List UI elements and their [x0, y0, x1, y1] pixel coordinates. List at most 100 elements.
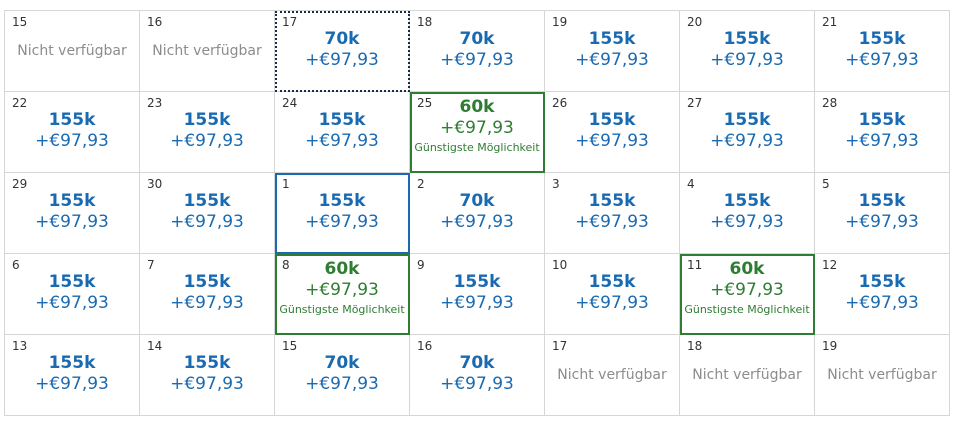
calendar-day-cell[interactable]: 18 70k +€97,93	[410, 11, 545, 92]
miles-amount: 155k	[183, 272, 231, 292]
tax-price: +€97,93	[170, 212, 244, 232]
calendar-day-cell[interactable]: 15 70k +€97,93	[275, 335, 410, 416]
calendar-day-cell[interactable]: 23 155k +€97,93	[140, 92, 275, 173]
calendar-day-cell[interactable]: 29 155k +€97,93	[5, 173, 140, 254]
tax-price: +€97,93	[35, 374, 109, 394]
day-number: 9	[417, 258, 425, 272]
fare-info: 155k +€97,93	[815, 272, 949, 314]
miles-amount: 155k	[588, 272, 636, 292]
miles-amount: 70k	[459, 353, 495, 373]
day-number: 8	[282, 258, 290, 272]
calendar-day-cell[interactable]: 14 155k +€97,93	[140, 335, 275, 416]
cheapest-option-label: Günstigste Möglichkeit	[414, 141, 540, 154]
calendar-day-cell[interactable]: 21 155k +€97,93	[815, 11, 950, 92]
day-number: 18	[417, 15, 433, 29]
miles-amount: 60k	[459, 97, 495, 117]
tax-price: +€97,93	[845, 131, 919, 151]
tax-price: +€97,93	[305, 131, 379, 151]
tax-price: +€97,93	[575, 131, 649, 151]
fare-info: 155k +€97,93	[815, 110, 949, 152]
day-number: 12	[822, 258, 838, 272]
calendar-day-cell[interactable]: 10 155k +€97,93	[545, 254, 680, 335]
day-number: 21	[822, 15, 838, 29]
fare-info: 155k +€97,93	[140, 353, 274, 395]
fare-info: 155k +€97,93	[5, 191, 139, 233]
calendar-day-cell: 18 Nicht verfügbar	[680, 335, 815, 416]
fare-info: 70k +€97,93	[410, 29, 544, 71]
miles-amount: 155k	[48, 353, 96, 373]
calendar-day-cell[interactable]: 19 155k +€97,93	[545, 11, 680, 92]
miles-amount: 155k	[858, 191, 906, 211]
calendar-day-cell[interactable]: 25 60k +€97,93 Günstigste Möglichkeit	[410, 92, 545, 173]
miles-amount: 155k	[318, 191, 366, 211]
calendar-day-cell: 19 Nicht verfügbar	[815, 335, 950, 416]
tax-price: +€97,93	[845, 293, 919, 313]
calendar-day-cell[interactable]: 24 155k +€97,93	[275, 92, 410, 173]
miles-amount: 155k	[48, 110, 96, 130]
calendar-day-cell[interactable]: 28 155k +€97,93	[815, 92, 950, 173]
calendar-day-cell[interactable]: 6 155k +€97,93	[5, 254, 140, 335]
tax-price: +€97,93	[845, 212, 919, 232]
day-number: 22	[12, 96, 28, 110]
tax-price: +€97,93	[305, 212, 379, 232]
day-number: 6	[12, 258, 20, 272]
miles-amount: 70k	[459, 191, 495, 211]
tax-price: +€97,93	[440, 118, 514, 138]
calendar-day-cell[interactable]: 8 60k +€97,93 Günstigste Möglichkeit	[275, 254, 410, 335]
day-number: 27	[687, 96, 703, 110]
unavailable-label: Nicht verfügbar	[692, 367, 802, 383]
calendar-day-cell[interactable]: 30 155k +€97,93	[140, 173, 275, 254]
fare-info: 155k +€97,93	[275, 110, 409, 152]
calendar-day-cell: 16 Nicht verfügbar	[140, 11, 275, 92]
calendar-day-cell[interactable]: 9 155k +€97,93	[410, 254, 545, 335]
day-number: 10	[552, 258, 568, 272]
calendar-day-cell[interactable]: 12 155k +€97,93	[815, 254, 950, 335]
calendar-day-cell[interactable]: 2 70k +€97,93	[410, 173, 545, 254]
tax-price: +€97,93	[710, 212, 784, 232]
day-number: 17	[552, 339, 568, 353]
fare-info: 70k +€97,93	[275, 29, 409, 71]
miles-amount: 155k	[858, 272, 906, 292]
day-number: 1	[282, 177, 290, 191]
day-number: 4	[687, 177, 695, 191]
calendar-day-cell[interactable]: 5 155k +€97,93	[815, 173, 950, 254]
day-number: 17	[282, 15, 298, 29]
calendar-day-cell[interactable]: 20 155k +€97,93	[680, 11, 815, 92]
calendar-day-cell[interactable]: 4 155k +€97,93	[680, 173, 815, 254]
fare-info: 155k +€97,93	[680, 110, 814, 152]
miles-amount: 155k	[588, 110, 636, 130]
calendar-day-cell[interactable]: 16 70k +€97,93	[410, 335, 545, 416]
tax-price: +€97,93	[35, 131, 109, 151]
tax-price: +€97,93	[35, 293, 109, 313]
day-number: 19	[822, 339, 838, 353]
tax-price: +€97,93	[845, 50, 919, 70]
tax-price: +€97,93	[440, 50, 514, 70]
unavailable-label: Nicht verfügbar	[152, 43, 262, 59]
calendar-day-cell[interactable]: 22 155k +€97,93	[5, 92, 140, 173]
miles-amount: 155k	[858, 110, 906, 130]
miles-amount: 155k	[723, 29, 771, 49]
miles-amount: 155k	[588, 29, 636, 49]
day-number: 16	[417, 339, 433, 353]
fare-info: 155k +€97,93	[815, 191, 949, 233]
calendar-day-cell[interactable]: 3 155k +€97,93	[545, 173, 680, 254]
fare-info: 70k +€97,93	[275, 353, 409, 395]
tax-price: +€97,93	[170, 131, 244, 151]
day-number: 16	[147, 15, 163, 29]
miles-amount: 155k	[723, 110, 771, 130]
fare-info: 70k +€97,93	[410, 353, 544, 395]
calendar-day-cell[interactable]: 17 70k +€97,93	[275, 11, 410, 92]
calendar-day-cell[interactable]: 27 155k +€97,93	[680, 92, 815, 173]
day-number: 14	[147, 339, 163, 353]
calendar-day-cell[interactable]: 13 155k +€97,93	[5, 335, 140, 416]
day-number: 20	[687, 15, 703, 29]
miles-amount: 70k	[324, 353, 360, 373]
tax-price: +€97,93	[305, 374, 379, 394]
miles-amount: 155k	[588, 191, 636, 211]
calendar-day-cell[interactable]: 26 155k +€97,93	[545, 92, 680, 173]
calendar-day-cell[interactable]: 1 155k +€97,93	[275, 173, 410, 254]
calendar-day-cell[interactable]: 7 155k +€97,93	[140, 254, 275, 335]
fare-info: 155k +€97,93	[680, 29, 814, 71]
calendar-day-cell[interactable]: 11 60k +€97,93 Günstigste Möglichkeit	[680, 254, 815, 335]
tax-price: +€97,93	[35, 212, 109, 232]
